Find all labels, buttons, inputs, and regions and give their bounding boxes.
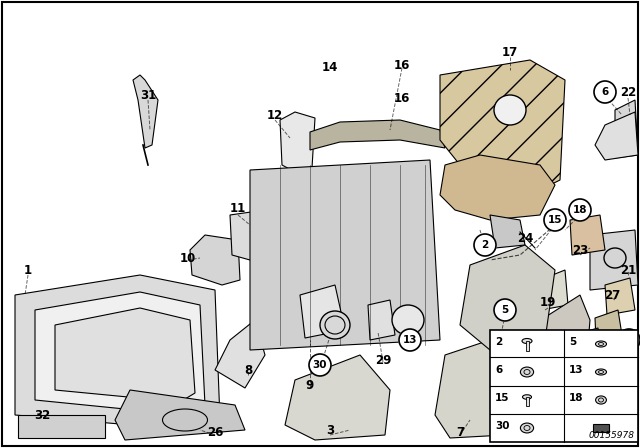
Text: 12: 12 [267,108,283,121]
Polygon shape [230,210,268,260]
Bar [525,397,529,406]
Text: 21: 21 [620,263,636,276]
Ellipse shape [595,341,607,347]
Polygon shape [115,390,245,440]
Text: 20: 20 [585,339,601,352]
Polygon shape [440,60,565,195]
Polygon shape [190,235,240,285]
Polygon shape [590,230,638,290]
Ellipse shape [520,423,534,433]
Text: 1: 1 [24,263,32,276]
Polygon shape [615,100,638,158]
Circle shape [494,299,516,321]
Circle shape [618,329,640,351]
Text: 3: 3 [326,423,334,436]
Polygon shape [310,120,445,150]
Text: 6: 6 [602,87,609,97]
Text: 24: 24 [517,232,533,245]
Text: 5: 5 [569,337,576,347]
Ellipse shape [522,339,532,344]
Circle shape [474,234,496,256]
Bar [593,424,609,432]
Text: 30: 30 [495,421,509,431]
Polygon shape [520,295,590,395]
Text: 19: 19 [540,296,556,309]
Ellipse shape [494,95,526,125]
Text: 16: 16 [394,59,410,72]
Text: 6: 6 [495,365,502,375]
Text: 11: 11 [230,202,246,215]
Polygon shape [250,160,440,350]
Text: 29: 29 [375,353,391,366]
Polygon shape [570,215,605,255]
Polygon shape [368,300,395,340]
Bar [490,330,638,442]
Text: 27: 27 [604,289,620,302]
Text: 15: 15 [495,393,509,403]
Text: 2: 2 [481,240,488,250]
Polygon shape [573,328,600,355]
Ellipse shape [320,311,350,339]
Circle shape [569,199,591,221]
Circle shape [594,81,616,103]
Text: 23: 23 [572,244,588,257]
Ellipse shape [595,369,607,375]
Polygon shape [280,112,315,172]
Polygon shape [440,155,555,220]
Text: 14: 14 [322,60,338,73]
Text: 8: 8 [244,363,252,376]
Polygon shape [605,278,635,315]
Text: 25: 25 [621,335,636,345]
Text: 28: 28 [554,333,570,346]
Text: 10: 10 [180,251,196,264]
Text: 13: 13 [569,365,584,375]
Text: 22: 22 [620,86,636,99]
Polygon shape [300,285,345,338]
Ellipse shape [522,395,531,399]
Polygon shape [15,275,220,430]
Text: 2: 2 [495,337,502,347]
Polygon shape [215,320,265,388]
Text: 30: 30 [313,360,327,370]
Bar [525,341,529,351]
Ellipse shape [520,367,534,377]
Text: 26: 26 [207,426,223,439]
Polygon shape [540,270,568,310]
Polygon shape [490,215,525,248]
Text: 18: 18 [569,393,584,403]
Text: 18: 18 [573,205,588,215]
Text: 13: 13 [403,335,417,345]
Text: 9: 9 [306,379,314,392]
Text: 17: 17 [502,46,518,59]
Ellipse shape [392,305,424,335]
Text: 4: 4 [546,426,554,439]
Text: 15: 15 [548,215,563,225]
Circle shape [544,209,566,231]
Circle shape [399,329,421,351]
Text: 7: 7 [456,426,464,439]
Text: 00155978: 00155978 [589,431,635,440]
Polygon shape [595,112,638,160]
Text: 31: 31 [140,89,156,102]
Polygon shape [55,308,195,402]
Circle shape [309,354,331,376]
Text: 32: 32 [34,409,50,422]
Polygon shape [18,415,105,438]
Polygon shape [460,245,555,350]
Text: 16: 16 [394,91,410,104]
Ellipse shape [596,396,607,404]
Polygon shape [435,340,510,438]
Text: 5: 5 [501,305,509,315]
Polygon shape [614,340,638,372]
Polygon shape [133,75,158,148]
Polygon shape [35,292,205,415]
Polygon shape [595,310,622,340]
Polygon shape [285,355,390,440]
